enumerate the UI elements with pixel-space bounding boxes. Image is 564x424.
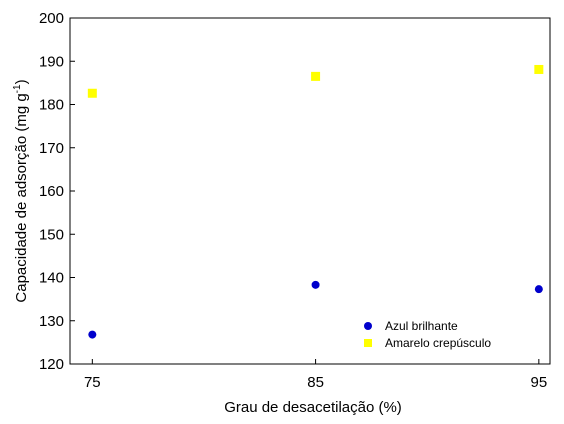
plot-area xyxy=(70,18,550,364)
y-tick-label: 170 xyxy=(39,140,64,157)
data-point-azul-brilhante xyxy=(88,331,96,339)
legend-marker-azul xyxy=(364,322,372,330)
data-point-amarelo-crepusculo xyxy=(88,89,97,98)
y-tick-label: 180 xyxy=(39,97,64,114)
y-axis-title: Capacidade de adsorção (mg g-1) xyxy=(12,79,30,302)
y-tick-label: 160 xyxy=(39,183,64,200)
y-tick-label: 190 xyxy=(39,53,64,70)
y-tick-label: 120 xyxy=(39,356,64,373)
data-point-azul-brilhante xyxy=(535,285,543,293)
y-tick-label: 140 xyxy=(39,270,64,287)
y-tick-label: 200 xyxy=(39,10,64,27)
legend-label-azul: Azul brilhante xyxy=(385,319,458,333)
data-point-azul-brilhante xyxy=(312,281,320,289)
y-axis-title-main: Capacidade de adsorção (mg g xyxy=(13,93,30,302)
x-tick-label: 85 xyxy=(307,374,324,391)
x-tick-label: 75 xyxy=(84,374,101,391)
x-tick-label: 95 xyxy=(530,374,547,391)
data-point-amarelo-crepusculo xyxy=(311,72,320,81)
data-point-amarelo-crepusculo xyxy=(534,65,543,74)
legend-marker-amarelo xyxy=(364,339,372,347)
y-tick-label: 150 xyxy=(39,226,64,243)
legend-label-amarelo: Amarelo crepúsculo xyxy=(385,336,491,350)
y-tick-label: 130 xyxy=(39,313,64,330)
y-axis-title-close: ) xyxy=(13,79,30,84)
x-axis-title: Grau de desacetilação (%) xyxy=(224,399,402,416)
